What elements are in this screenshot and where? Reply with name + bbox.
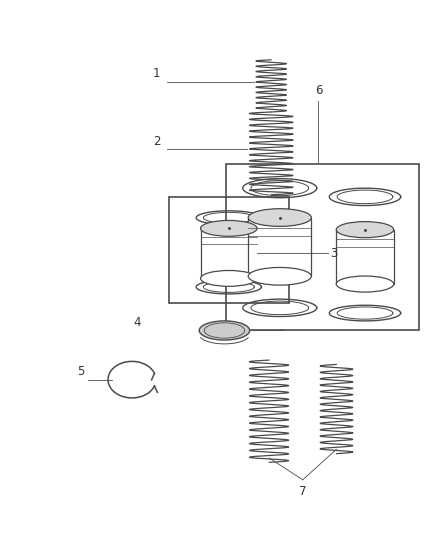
Ellipse shape xyxy=(336,276,394,292)
Ellipse shape xyxy=(248,209,311,227)
Ellipse shape xyxy=(199,321,250,340)
Text: 3: 3 xyxy=(330,247,337,260)
Ellipse shape xyxy=(201,270,257,286)
Text: 4: 4 xyxy=(133,316,141,329)
Text: 2: 2 xyxy=(153,135,160,148)
Bar xyxy=(169,197,289,303)
Ellipse shape xyxy=(248,268,311,285)
Bar xyxy=(336,230,394,284)
Text: 7: 7 xyxy=(299,485,307,498)
Bar xyxy=(226,164,419,329)
Text: 1: 1 xyxy=(153,67,160,80)
Bar xyxy=(248,217,311,276)
Text: 5: 5 xyxy=(77,365,84,378)
Ellipse shape xyxy=(336,222,394,238)
Bar xyxy=(201,228,257,278)
Text: 6: 6 xyxy=(315,84,322,97)
Ellipse shape xyxy=(201,221,257,236)
